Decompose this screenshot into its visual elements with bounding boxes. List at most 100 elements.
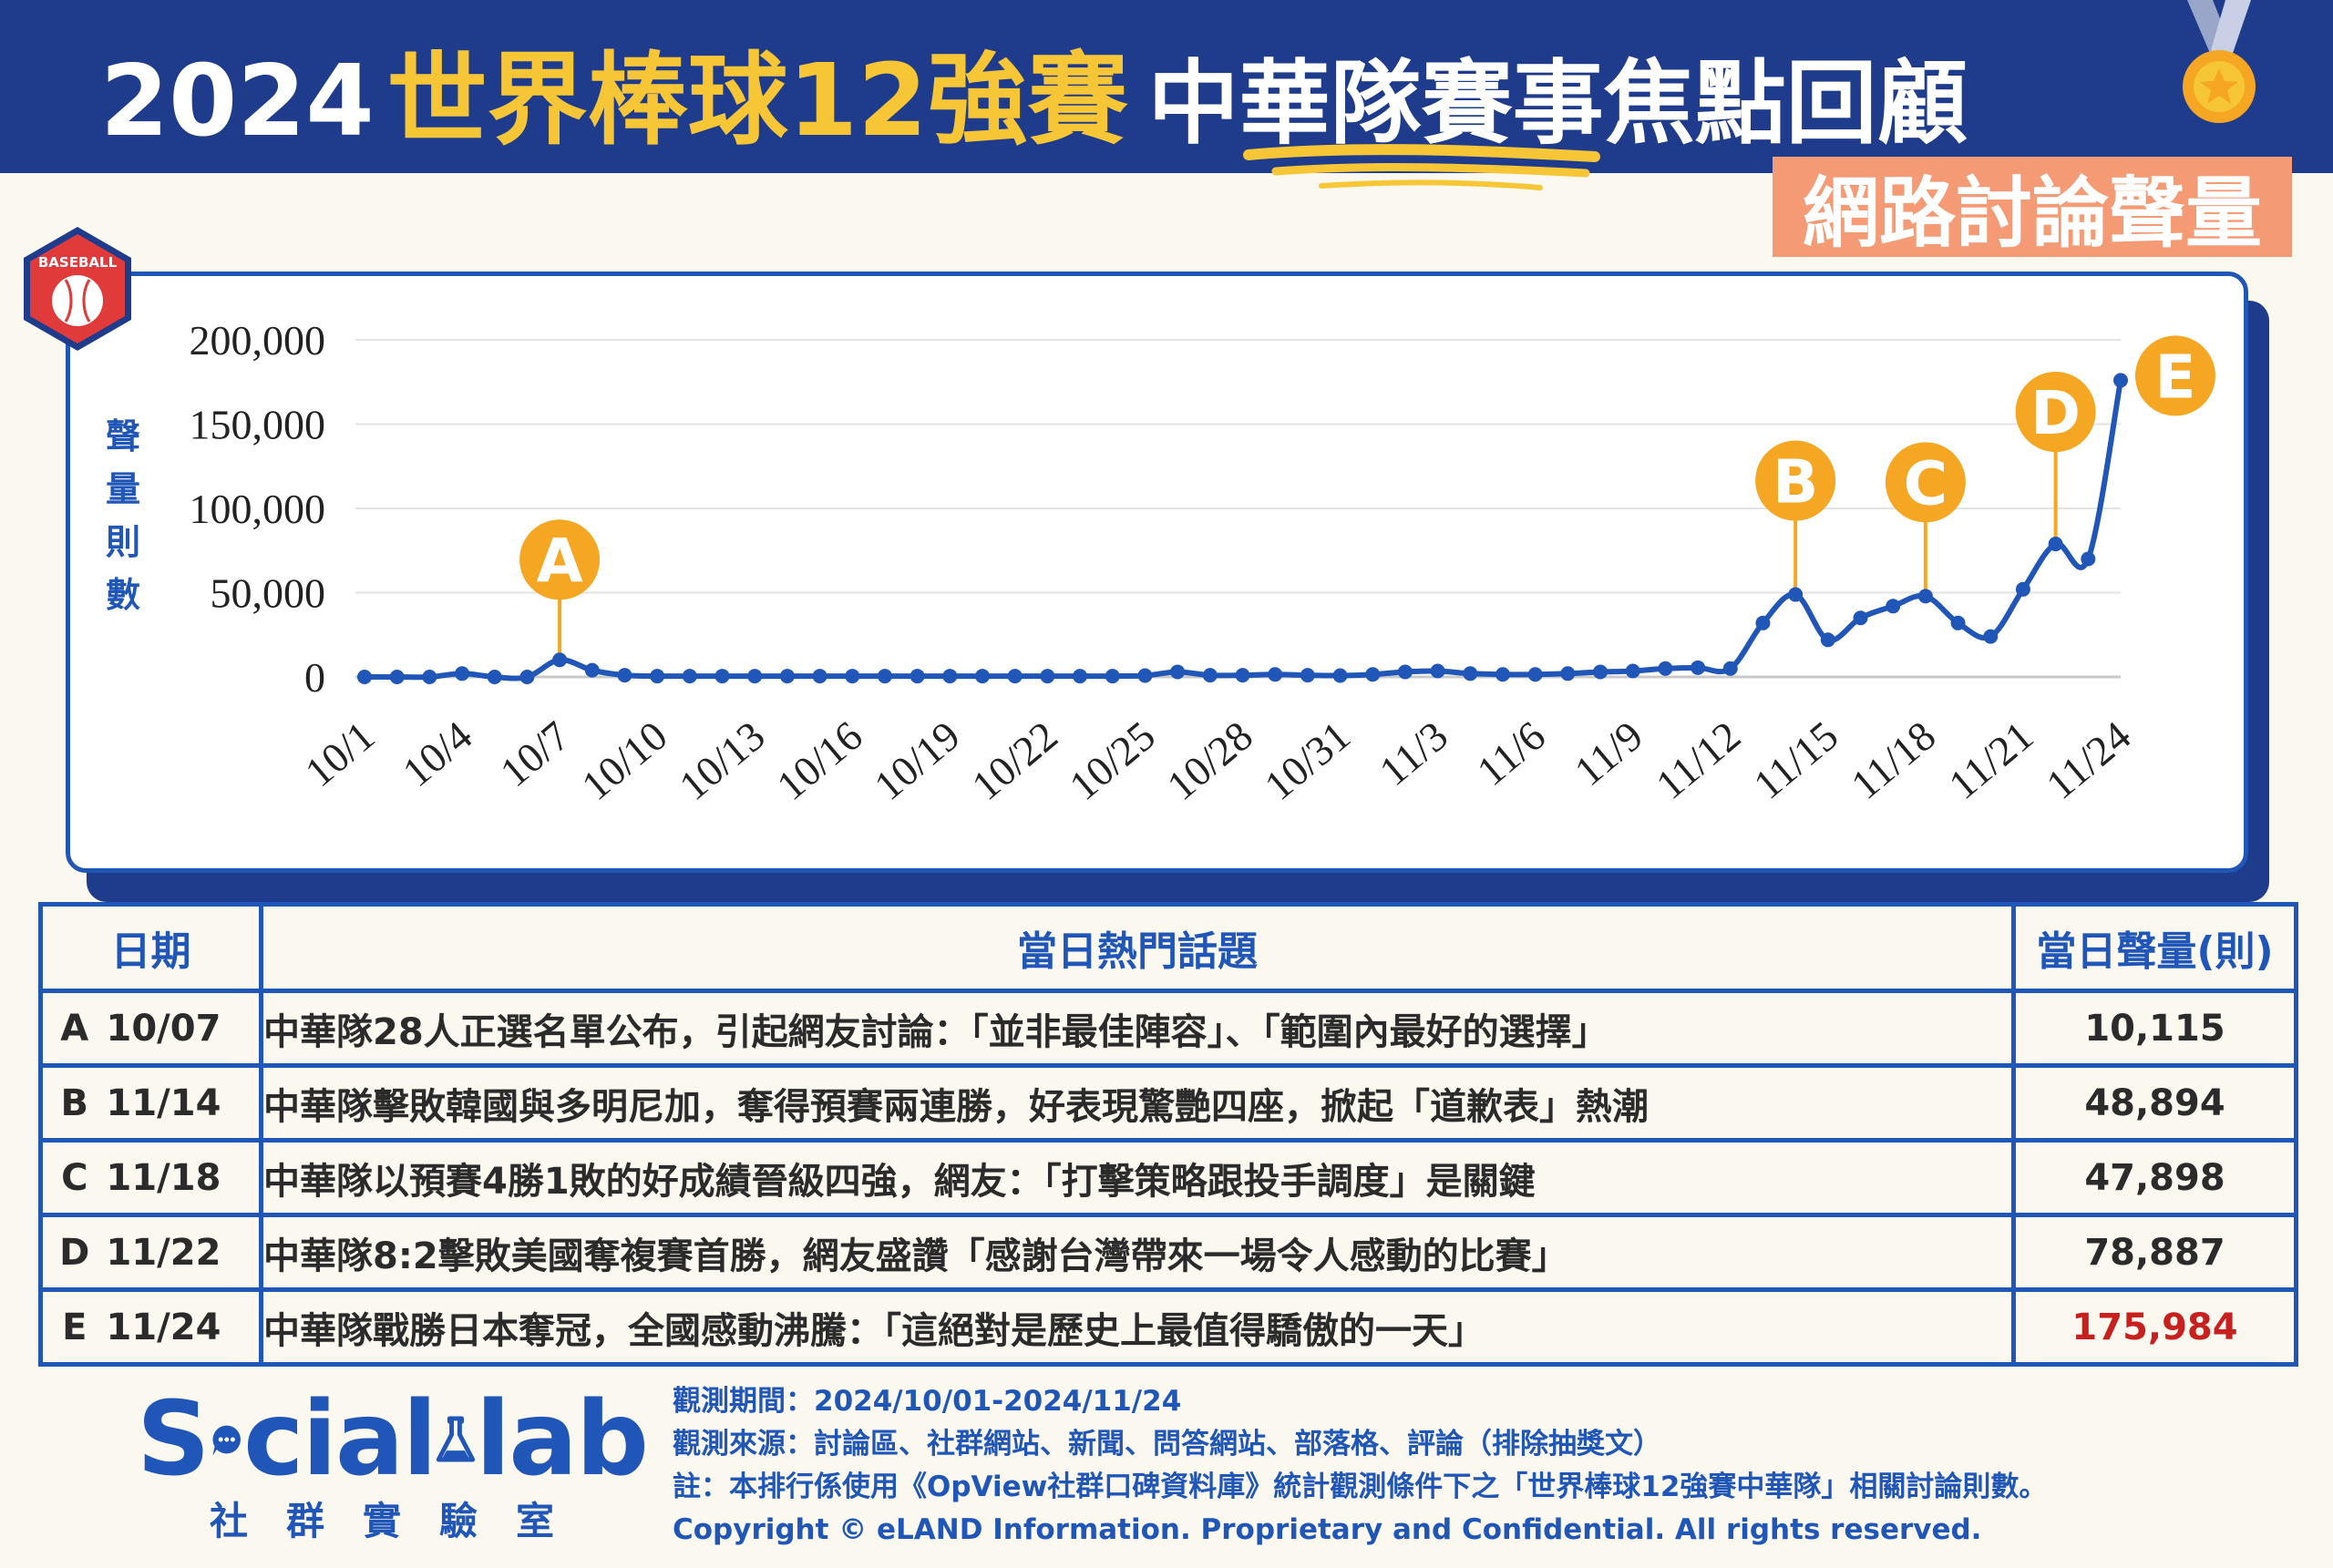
row-topic: 中華隊8:2擊敗美國奪複賽首勝，網友盛讚「感謝台灣帶來一場令人感動的比賽」: [259, 1213, 2016, 1292]
data-point: [1137, 668, 1153, 683]
table-row: B 11/14 中華隊擊敗韓國與多明尼加，奪得預賽兩連勝，好表現驚艷四座，掀起「…: [38, 1063, 2298, 1143]
row-letter: E: [38, 1287, 107, 1367]
y-tick-label: 0: [304, 654, 325, 701]
row-date: 11/14: [106, 1063, 263, 1143]
table-header-row: 日期 當日熱門話題 當日聲量(則): [38, 902, 2298, 993]
row-volume: 48,894: [2011, 1063, 2298, 1143]
row-topic: 中華隊以預賽4勝1敗的好成績晉級四強，網友：「打擊策略跟投手調度」是關鍵: [259, 1138, 2016, 1217]
x-tick-label: 11/24: [2038, 712, 2140, 808]
data-point: [1235, 668, 1250, 683]
data-point: [1073, 669, 1088, 684]
annotation-marker: [1885, 442, 1966, 523]
x-tick-label: 10/22: [963, 712, 1066, 809]
data-point: [617, 668, 632, 683]
data-point: [1755, 615, 1771, 630]
table-row: E 11/24 中華隊戰勝日本奪冠，全國感動沸騰：「這絕對是歷史上最值得驕傲的一…: [38, 1287, 2298, 1367]
data-point: [1040, 669, 1055, 684]
y-tick-label: 200,000: [190, 317, 326, 364]
row-date: 11/24: [106, 1287, 263, 1367]
y-axis-label-char: 則: [105, 522, 140, 562]
data-point: [714, 669, 730, 684]
data-point: [1950, 615, 1966, 630]
data-point: [1397, 664, 1413, 680]
row-date: 11/22: [106, 1213, 263, 1292]
medal-icon: [2183, 0, 2256, 123]
data-point: [1853, 610, 1868, 626]
header-banner: 2024 世界棒球12強賽 中華隊賽事焦點回顧: [0, 0, 2333, 173]
x-tick-label: 11/18: [1843, 712, 1945, 808]
annotation-marker: [519, 519, 601, 600]
y-tick-label: 50,000: [211, 570, 326, 617]
speech-bubble-icon: [212, 1425, 241, 1456]
data-point: [1820, 632, 1835, 648]
y-tick-label: 150,000: [190, 402, 326, 448]
data-point: [1007, 669, 1023, 684]
table-row: C 11/18 中華隊以預賽4勝1敗的好成績晉級四強，網友：「打擊策略跟投手調度…: [38, 1138, 2298, 1217]
row-letter: A: [38, 989, 107, 1068]
copyright-notice: Copyright © eLAND Information. Proprieta…: [673, 1513, 1982, 1546]
data-point: [1430, 663, 1445, 679]
data-point: [1625, 663, 1640, 679]
data-point: [2015, 581, 2030, 597]
annotation-label: B: [1773, 447, 1818, 518]
logo-text-lab: lab: [475, 1380, 649, 1499]
x-tick-label: 10/7: [491, 712, 578, 796]
y-tick-label: 100,000: [190, 486, 326, 532]
data-point: [1886, 599, 1901, 614]
observation-sources: 觀測來源：討論區、社群網站、新聞、問答網站、部落格、評論（排除抽獎文）: [673, 1428, 1661, 1460]
y-axis-label-char: 量: [105, 469, 140, 509]
data-point: [357, 670, 372, 684]
x-tick-label: 10/31: [1256, 712, 1359, 809]
data-point: [2113, 373, 2128, 388]
title-year: 2024: [100, 45, 375, 159]
data-point: [1593, 664, 1608, 680]
annotation-marker: [2015, 372, 2096, 453]
data-point: [845, 669, 860, 684]
data-point: [682, 669, 697, 684]
badge-text: BASEBALL: [38, 254, 118, 271]
x-tick-label: 10/25: [1061, 712, 1164, 809]
annotation-marker: [1755, 440, 1836, 521]
data-point: [1300, 668, 1315, 683]
data-point: [1170, 664, 1186, 680]
y-axis-label-char: 數: [105, 575, 140, 615]
header-topic: 當日熱門話題: [259, 902, 2016, 993]
sociallab-logo: S cial lab 社群實驗室: [137, 1380, 649, 1543]
x-tick-label: 11/6: [1468, 712, 1554, 795]
data-point: [422, 670, 437, 684]
x-tick-label: 10/4: [394, 712, 480, 796]
methodology-note: 註：本排行係使用《OpView社群口碑資料庫》統計觀測條件下之「世界棒球12強賽…: [673, 1471, 2048, 1503]
data-point: [1560, 666, 1576, 682]
x-tick-label: 10/16: [768, 712, 871, 809]
data-point: [942, 669, 958, 684]
data-point: [1722, 661, 1738, 676]
topics-table: 日期 當日熱門話題 當日聲量(則) A 10/07 中華隊28人正選名單公布，引…: [38, 902, 2298, 1367]
row-topic: 中華隊戰勝日本奪冠，全國感動沸騰：「這絕對是歷史上最值得驕傲的一天」: [259, 1287, 2016, 1367]
logo-text-s: S: [137, 1380, 211, 1499]
row-letter: B: [38, 1063, 107, 1143]
title-event: 世界棒球12強賽: [386, 42, 1128, 159]
x-tick-label: 11/9: [1566, 712, 1651, 795]
row-date: 10/07: [106, 989, 263, 1068]
data-point: [975, 669, 991, 684]
row-volume: 78,887: [2011, 1213, 2298, 1292]
row-letter: C: [38, 1138, 107, 1217]
row-topic: 中華隊28人正選名單公布，引起網友討論：「並非最佳陣容」、「範圍內最好的選擇」: [259, 989, 2016, 1068]
x-tick-label: 10/10: [573, 712, 676, 809]
x-tick-label: 10/1: [296, 712, 383, 796]
x-tick-label: 11/21: [1940, 712, 2042, 808]
data-point: [747, 669, 763, 684]
row-volume-highlight: 175,984: [2011, 1287, 2298, 1367]
data-point: [1332, 668, 1348, 683]
data-point: [1105, 669, 1120, 684]
data-point: [650, 669, 665, 684]
x-tick-label: 11/3: [1371, 712, 1456, 795]
data-point: [812, 669, 827, 684]
logo-subtitle: 社群實驗室: [210, 1499, 593, 1543]
data-point: [1658, 661, 1673, 676]
data-point: [877, 669, 892, 684]
data-point: [1691, 660, 1706, 675]
subtitle-badge: 網路討論聲量: [1773, 157, 2292, 258]
data-point: [1983, 629, 1999, 644]
data-point: [1527, 667, 1543, 682]
